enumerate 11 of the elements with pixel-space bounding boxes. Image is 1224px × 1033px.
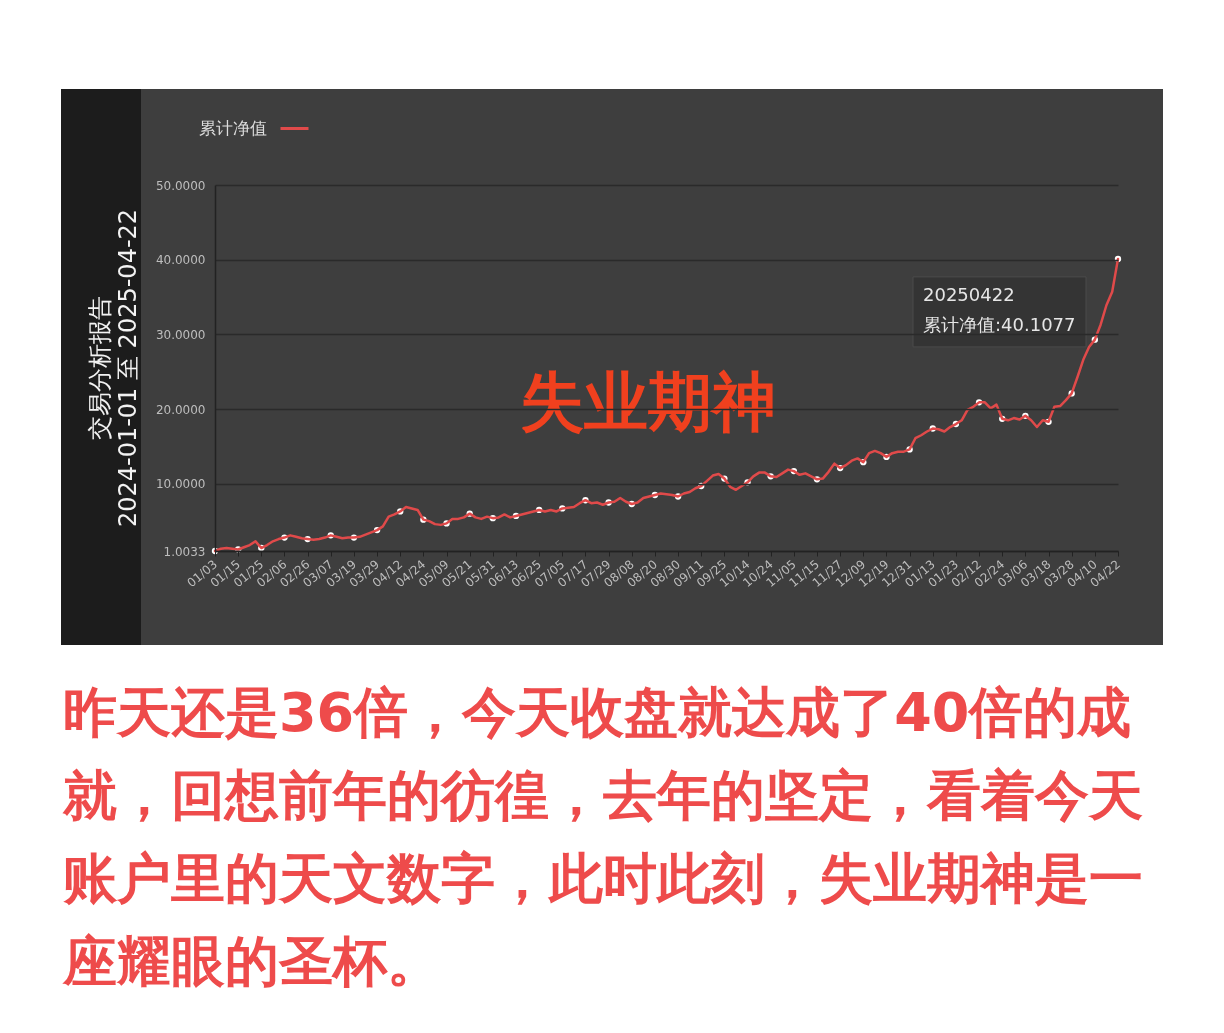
- y-tick-label: 10.0000: [155, 477, 206, 492]
- text: 昨天还是36倍，今天收盘就达成了40倍的成就，回想前年的彷徨，去年的坚定，看着今天账户里的天文数字，此时此刻，失业期神是一座耀眼的圣杯。: [62, 681, 1143, 993]
- y-tick-label: 50.0000: [155, 178, 206, 193]
- annotation: 失业期神: [520, 364, 777, 439]
- y-tick-label: 20.0000: [155, 402, 206, 417]
- legend-label: 累计净值: [199, 117, 267, 138]
- text: 交易分析报告: [86, 296, 114, 440]
- text: 2024-01-01 至 2025-04-22: [114, 208, 142, 528]
- y-tick-label: 40.0000: [155, 253, 206, 268]
- y-tick-label: 30.0000: [155, 327, 206, 342]
- y-tick-label: 1.0033: [163, 544, 206, 559]
